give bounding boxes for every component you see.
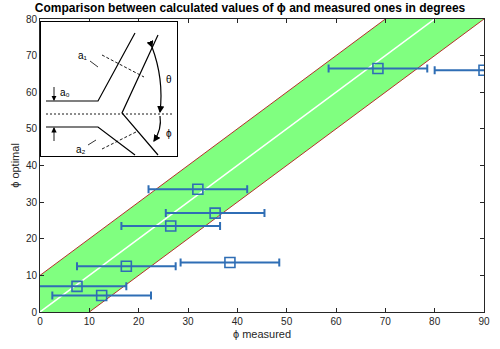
- svg-text:60: 60: [330, 316, 342, 327]
- svg-text:50: 50: [281, 316, 293, 327]
- svg-text:a₀: a₀: [60, 87, 70, 98]
- svg-text:50: 50: [26, 123, 38, 134]
- svg-text:θ: θ: [166, 74, 172, 85]
- svg-text:70: 70: [26, 50, 38, 61]
- svg-text:20: 20: [133, 316, 145, 327]
- svg-text:40: 40: [232, 316, 244, 327]
- svg-text:80: 80: [429, 316, 441, 327]
- svg-text:10: 10: [84, 316, 96, 327]
- svg-text:20: 20: [26, 233, 38, 244]
- svg-text:10: 10: [26, 270, 38, 281]
- svg-text:a₂: a₂: [76, 144, 86, 155]
- svg-text:90: 90: [478, 316, 490, 327]
- svg-text:0: 0: [31, 307, 37, 318]
- svg-text:ϕ measured: ϕ measured: [233, 328, 291, 340]
- svg-text:ϕ: ϕ: [166, 128, 172, 139]
- svg-text:40: 40: [26, 160, 38, 171]
- svg-text:Comparison between calculated: Comparison between calculated values of …: [35, 1, 466, 15]
- svg-text:0: 0: [37, 316, 43, 327]
- svg-text:a₁: a₁: [78, 50, 88, 61]
- svg-text:ϕ optimal: ϕ optimal: [9, 143, 21, 188]
- svg-text:30: 30: [26, 197, 38, 208]
- svg-text:30: 30: [182, 316, 194, 327]
- svg-text:70: 70: [380, 316, 392, 327]
- svg-text:60: 60: [26, 87, 38, 98]
- svg-text:80: 80: [26, 14, 38, 25]
